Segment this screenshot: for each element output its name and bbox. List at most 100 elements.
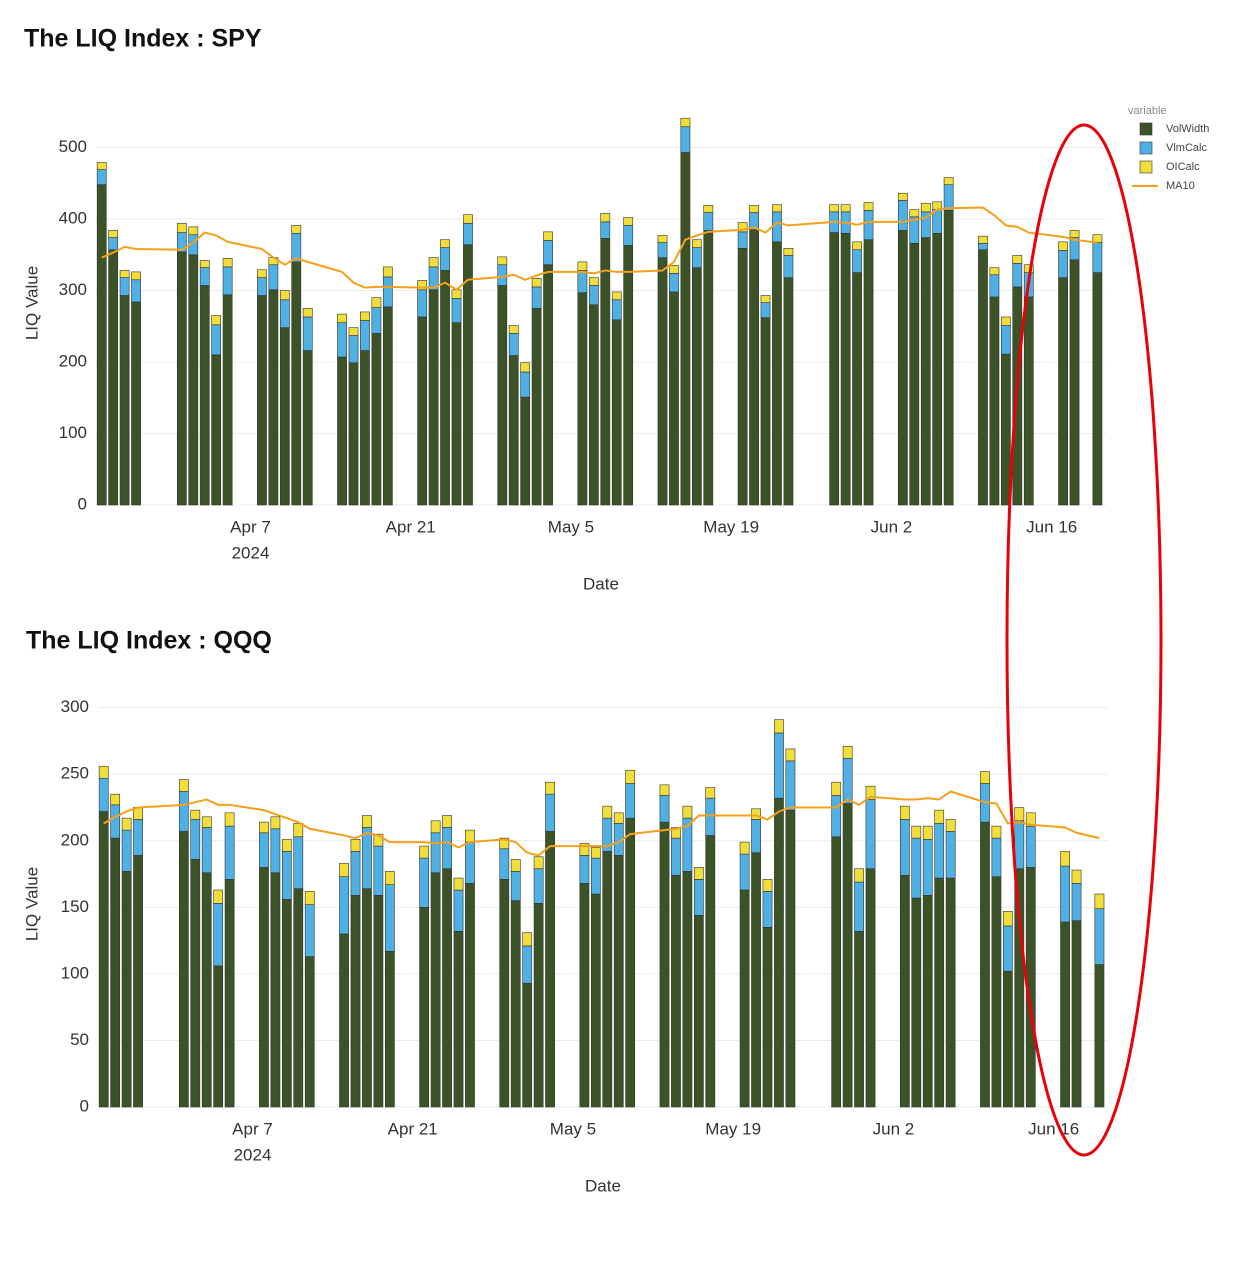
bar-segment <box>190 819 201 860</box>
bar-segment <box>520 396 531 506</box>
bar-segment <box>613 855 624 1108</box>
bar-segment <box>579 883 590 1108</box>
bar-segment <box>739 841 750 855</box>
x-tick-label: Jun 2 <box>873 1119 915 1138</box>
bar-segment <box>669 291 679 506</box>
bar-segment <box>943 177 954 185</box>
bar-segment <box>1014 868 1025 1108</box>
bar-segment <box>899 819 910 876</box>
bar-segment <box>978 235 988 244</box>
bar-segment <box>1012 286 1023 506</box>
bar-segment <box>831 795 842 838</box>
bar-segment <box>533 856 544 870</box>
bar-segment <box>588 277 599 286</box>
bar-segment <box>510 900 521 1108</box>
y-tick-label: 0 <box>78 494 87 513</box>
bar-segment <box>611 291 622 301</box>
bar-segment <box>362 888 372 1108</box>
bar-segment <box>133 855 143 1108</box>
bar-segment <box>1094 893 1105 909</box>
bar-segment <box>545 793 555 832</box>
bar-segment <box>1069 230 1080 238</box>
bar-segment <box>259 832 269 868</box>
bar-segment <box>360 350 370 506</box>
bar-segment <box>669 273 679 293</box>
bar-segment <box>842 757 853 804</box>
bar-segment <box>762 879 773 892</box>
bar-segment <box>671 837 681 876</box>
bar-segment <box>691 239 702 248</box>
bar-segment <box>96 169 107 185</box>
bar-segment <box>749 205 759 213</box>
bar-segment <box>831 836 842 1108</box>
bar-segment <box>110 793 121 806</box>
bar-segment <box>772 241 782 506</box>
bar-segment <box>108 249 119 506</box>
bar-segment <box>978 242 988 251</box>
bar-segment <box>199 285 210 506</box>
bar-segment <box>337 313 347 323</box>
bar-segment <box>259 821 269 834</box>
bar-segment <box>865 799 876 870</box>
bar-segment <box>497 285 508 506</box>
bar-segment <box>1069 259 1080 506</box>
bar-segment <box>600 212 611 223</box>
bar-segment <box>98 777 109 812</box>
bar-segment <box>911 825 922 839</box>
bar-segment <box>508 355 519 506</box>
bar-segment <box>131 271 141 281</box>
bar-segment <box>362 827 372 889</box>
y-tick-label: 100 <box>59 423 87 442</box>
y-axis-title: LIQ Value <box>22 266 41 340</box>
bar-segment <box>417 280 428 291</box>
bar-segment <box>304 904 315 957</box>
bar-segment <box>863 210 874 241</box>
bar-segment <box>579 843 590 856</box>
bar-segment <box>854 881 864 932</box>
legend-label: MA10 <box>1166 180 1195 192</box>
bar-segment <box>463 214 473 224</box>
bar-segment <box>211 354 222 506</box>
bar-segment <box>419 857 430 908</box>
bar-segment <box>428 289 439 506</box>
bar-segment <box>691 247 702 268</box>
bar-segment <box>852 241 862 251</box>
legend-title: variable <box>1128 105 1167 117</box>
bar-segment <box>852 272 862 506</box>
bar-segment <box>691 267 702 506</box>
x-tick-label: Apr 7 <box>230 517 271 536</box>
bar-segment <box>279 327 290 506</box>
bar-segment <box>465 841 475 884</box>
bar-segment <box>680 152 691 506</box>
bar-segment <box>304 891 315 905</box>
bar-segment <box>373 845 384 896</box>
bar-segment <box>350 839 361 852</box>
bar-segment <box>465 883 475 1108</box>
bar-segment <box>693 867 704 880</box>
bar-segment <box>279 290 290 301</box>
bar-segment <box>1014 820 1025 870</box>
bar-segment <box>932 232 943 506</box>
y-tick-label: 200 <box>61 830 89 849</box>
bar-segment <box>785 760 796 811</box>
bar-segment <box>224 879 235 1108</box>
bar-segment <box>121 829 132 872</box>
bar-segment <box>178 831 189 1108</box>
bar-segment <box>348 362 359 506</box>
bar-segment <box>922 839 933 896</box>
bar-segment <box>943 184 954 211</box>
bar-segment <box>865 868 876 1108</box>
bar-segment <box>1060 921 1070 1108</box>
bar-segment <box>440 247 450 271</box>
bar-segment <box>577 292 588 506</box>
y-tick-label: 150 <box>61 897 89 916</box>
bar-segment <box>339 876 349 935</box>
legend-label: VolWidth <box>1166 123 1209 135</box>
bar-segment <box>829 204 840 213</box>
bar-segment <box>543 240 553 266</box>
bar-segment <box>705 797 716 836</box>
bar-segment <box>213 903 224 967</box>
bar-segment <box>865 785 876 800</box>
bar-segment <box>281 899 292 1108</box>
